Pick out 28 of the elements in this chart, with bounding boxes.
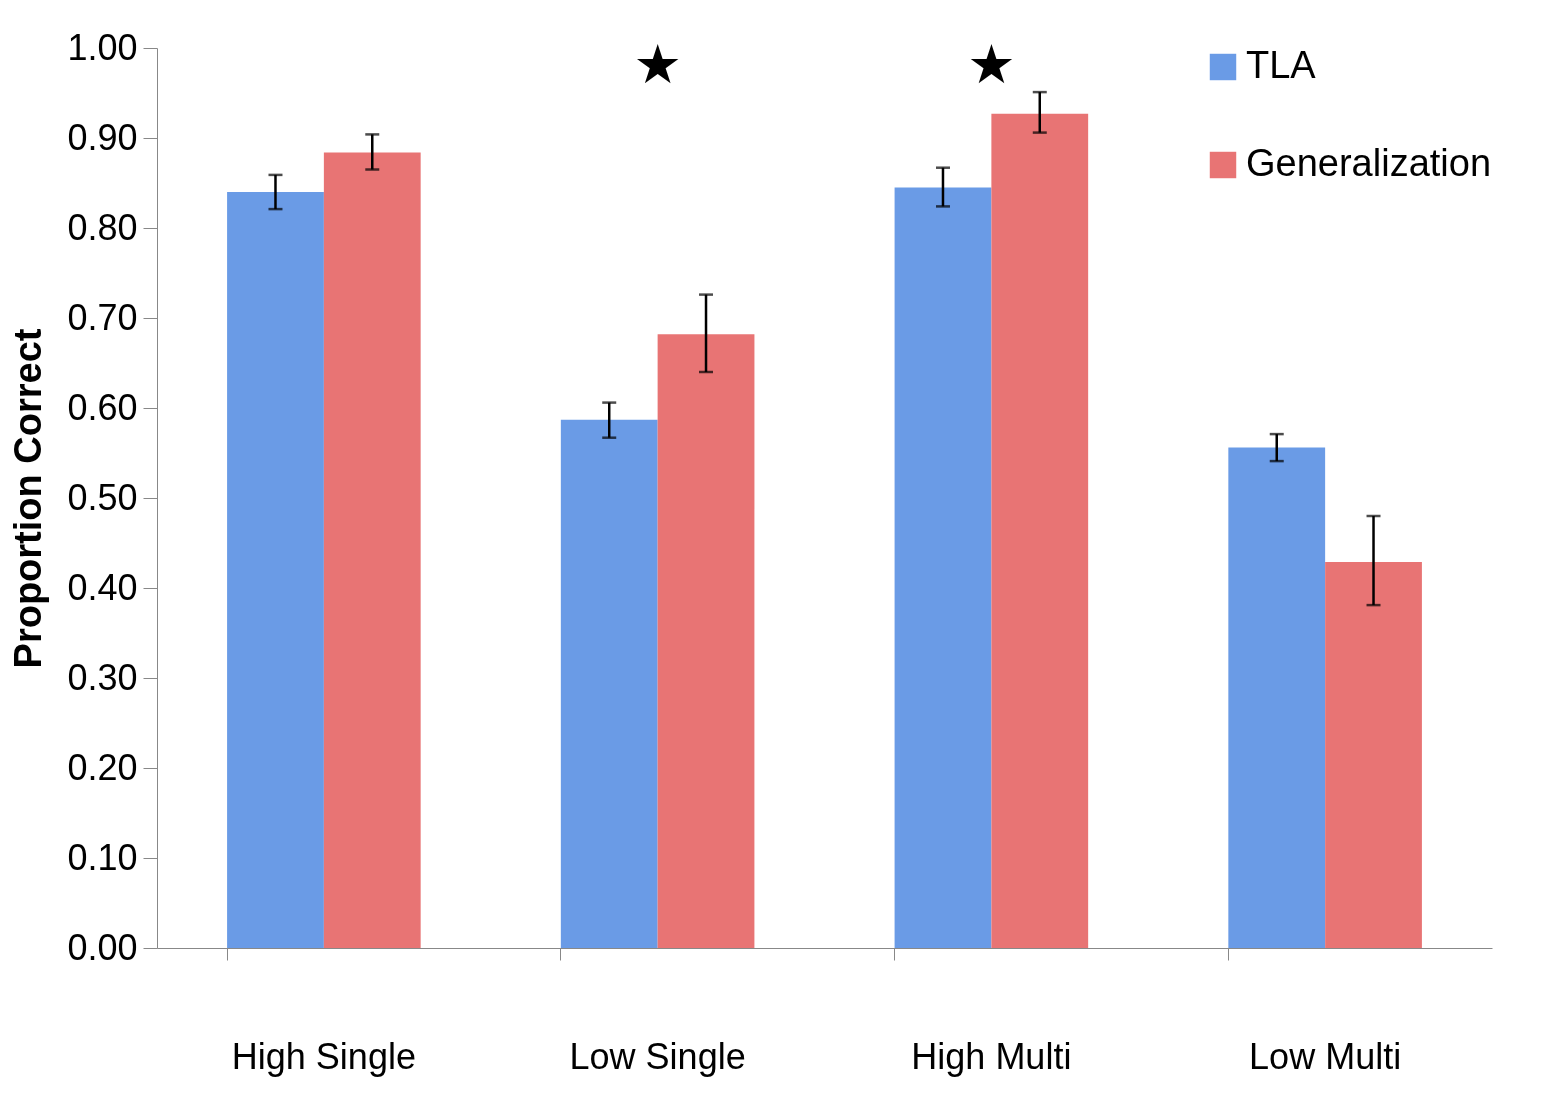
bar [1228, 447, 1326, 948]
y-tick-label: 0.10 [67, 836, 138, 878]
x-tick-label: High Single [231, 1035, 416, 1077]
y-tick-label: 0.00 [67, 926, 138, 968]
bar [894, 187, 992, 948]
annotation: ★ [633, 33, 682, 96]
bar [991, 113, 1089, 948]
y-axis-title: Proportion Correct [7, 328, 50, 669]
annotation: ★ [967, 33, 1016, 96]
bar [560, 419, 658, 948]
y-tick-label: 0.90 [67, 116, 138, 158]
y-tick-label: 0.80 [67, 206, 138, 248]
y-tick-label: 0.70 [67, 296, 138, 338]
bar [1325, 561, 1422, 948]
y-tick-label: 0.60 [67, 386, 138, 428]
bar [323, 152, 421, 948]
x-tick-label: Low Multi [1249, 1035, 1402, 1077]
y-tick-label: 1.00 [67, 26, 138, 68]
bar [657, 334, 755, 948]
y-tick-label: 0.50 [67, 476, 138, 518]
y-tick-label: 0.40 [67, 566, 138, 608]
legend-label: TLA [1246, 44, 1317, 86]
x-tick-label: High Multi [911, 1035, 1072, 1077]
legend-label: Generalization [1246, 142, 1492, 184]
bar [227, 192, 324, 948]
y-tick-label: 0.20 [67, 746, 138, 788]
y-tick-label: 0.30 [67, 656, 138, 698]
x-tick-label: Low Single [569, 1035, 746, 1077]
